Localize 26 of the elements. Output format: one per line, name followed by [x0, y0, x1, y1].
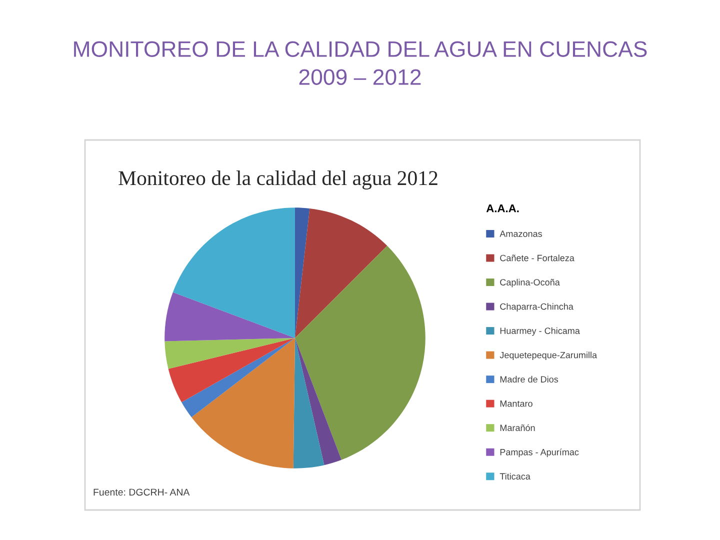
legend-label: Amazonas: [500, 230, 542, 237]
legend-label: Mantaro: [500, 400, 532, 407]
legend-label: Madre de Dios: [500, 376, 558, 383]
pie-slice: [295, 338, 342, 466]
legend-label: Chaparra-Chincha: [500, 303, 574, 312]
legend-label: Huarmey - Chicama: [500, 327, 580, 336]
pie-slice: [172, 208, 295, 338]
pie-slice: [295, 208, 310, 338]
chart-subtitle: Monitoreo de la calidad del agua 2012: [118, 170, 438, 190]
pie-slice: [295, 208, 388, 338]
pie-slice: [164, 292, 295, 342]
legend-label: Marañón: [500, 424, 535, 432]
pie-slice: [191, 338, 295, 468]
source-note: Fuente: DGCRH- ANA: [94, 488, 190, 496]
pie-slice: [295, 246, 426, 460]
pie-slice: [168, 338, 295, 402]
legend-title: A.A.A.: [486, 204, 519, 212]
legend-label: Jequetepeque-Zarumilla: [500, 352, 598, 360]
pie-slice: [293, 338, 324, 468]
pie-slice: [164, 338, 295, 369]
pie-slice: [182, 338, 295, 418]
legend-label: Cañete - Fortaleza: [500, 254, 574, 262]
chart-title: MONITOREO DE LA CALIDAD DEL AGUA EN CUENCAS 2009 – 2012: [74, 41, 647, 85]
legend-label: Pampas - Apurímac: [500, 448, 579, 458]
legend-label: Titicaca: [500, 472, 530, 480]
legend-label: Caplina-Ocoña: [500, 278, 560, 288]
